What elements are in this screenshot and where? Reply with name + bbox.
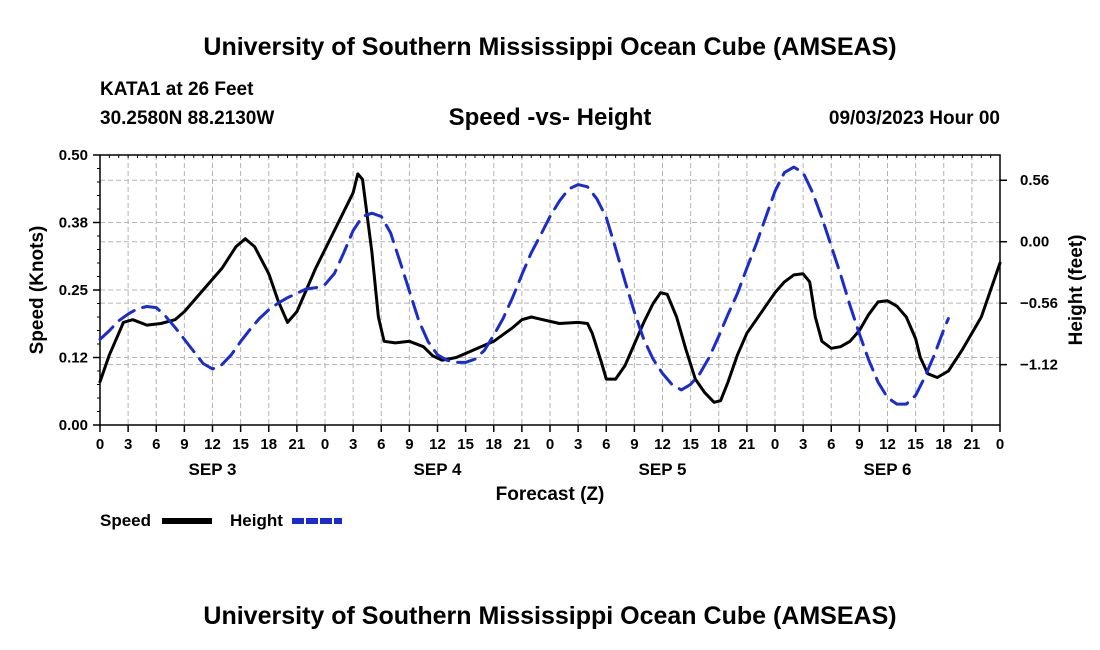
x-tick-label: 0 [771, 436, 779, 453]
x-tick-label: 9 [180, 436, 188, 453]
chart-title: University of Southern Mississippi Ocean… [203, 33, 896, 61]
x-tick-label: 3 [799, 436, 807, 453]
coords-label: 30.2580N 88.2130W [100, 108, 274, 129]
x-tick-label: 12 [879, 436, 896, 453]
x-axis: 0 3 6 9 12 15 18 21 0 3 6 9 12 15 18 21 0 3 6 9 12 15 18 21 0 3 6 9… [96, 155, 1004, 479]
x-tick-label: 3 [349, 436, 357, 453]
left-tick-label: 0.50 [59, 147, 88, 164]
x-tick-label: 3 [124, 436, 132, 453]
x-tick-label: 6 [152, 436, 160, 453]
x-tick-label: 18 [485, 436, 502, 453]
x-tick-label: 0 [996, 436, 1004, 453]
left-tick-label: 0.00 [59, 417, 88, 434]
station-label: KATA1 at 26 Feet [100, 79, 254, 100]
x-tick-label: 3 [574, 436, 582, 453]
left-tick-label: 0.38 [59, 215, 88, 232]
x-tick-label: 18 [260, 436, 277, 453]
x-day-label: SEP 3 [189, 460, 237, 479]
series-line-height [98, 165, 950, 406]
x-tick-label: 12 [429, 436, 446, 453]
x-tick-label: 6 [827, 436, 835, 453]
x-day-label: SEP 4 [414, 460, 462, 479]
x-tick-label: 6 [602, 436, 610, 453]
legend-height-label: Height [230, 511, 283, 530]
right-tick-label: 0.56 [1020, 172, 1049, 189]
x-tick-label: 9 [630, 436, 638, 453]
x-tick-label: 12 [204, 436, 221, 453]
x-tick-label: 9 [405, 436, 413, 453]
legend: Speed Height [100, 511, 342, 530]
right-tick-label: 0.00 [1020, 234, 1049, 251]
x-tick-label: 21 [964, 436, 981, 453]
left-tick-label: 0.12 [59, 350, 88, 367]
left-axis-label: Speed (Knots) [27, 226, 48, 355]
right-axis: 0.56 0.00 −0.56 −1.12 [1000, 172, 1058, 374]
series-line-speed [98, 172, 1002, 404]
x-tick-label: 12 [654, 436, 671, 453]
left-tick-label: 0.25 [59, 282, 88, 299]
right-axis-label: Height (feet) [1066, 235, 1087, 346]
series-lines [98, 165, 1002, 406]
right-tick-label: −0.56 [1020, 295, 1058, 312]
chart-subtitle: Speed -vs- Height [449, 104, 652, 131]
x-axis-label: Forecast (Z) [496, 484, 605, 505]
x-tick-label: 6 [377, 436, 385, 453]
right-tick-label: −1.12 [1020, 357, 1058, 374]
x-tick-label: 15 [457, 436, 474, 453]
x-tick-label: 0 [96, 436, 104, 453]
x-tick-label: 21 [289, 436, 306, 453]
x-tick-label: 0 [321, 436, 329, 453]
x-tick-label: 15 [232, 436, 249, 453]
datetime-label: 09/03/2023 Hour 00 [829, 108, 1000, 129]
legend-speed-label: Speed [100, 511, 151, 530]
footer-title: University of Southern Mississippi Ocean… [203, 602, 896, 630]
x-tick-label: 18 [935, 436, 952, 453]
x-tick-label: 21 [739, 436, 756, 453]
x-tick-label: 0 [546, 436, 554, 453]
x-tick-label: 15 [907, 436, 924, 453]
x-tick-label: 18 [710, 436, 727, 453]
x-tick-label: 9 [855, 436, 863, 453]
x-day-label: SEP 6 [864, 460, 912, 479]
x-day-label: SEP 5 [639, 460, 687, 479]
x-tick-label: 15 [682, 436, 699, 453]
x-tick-label: 21 [514, 436, 531, 453]
grid [100, 155, 1000, 425]
left-axis: 0.00 0.12 0.25 0.38 0.50 [59, 147, 100, 434]
